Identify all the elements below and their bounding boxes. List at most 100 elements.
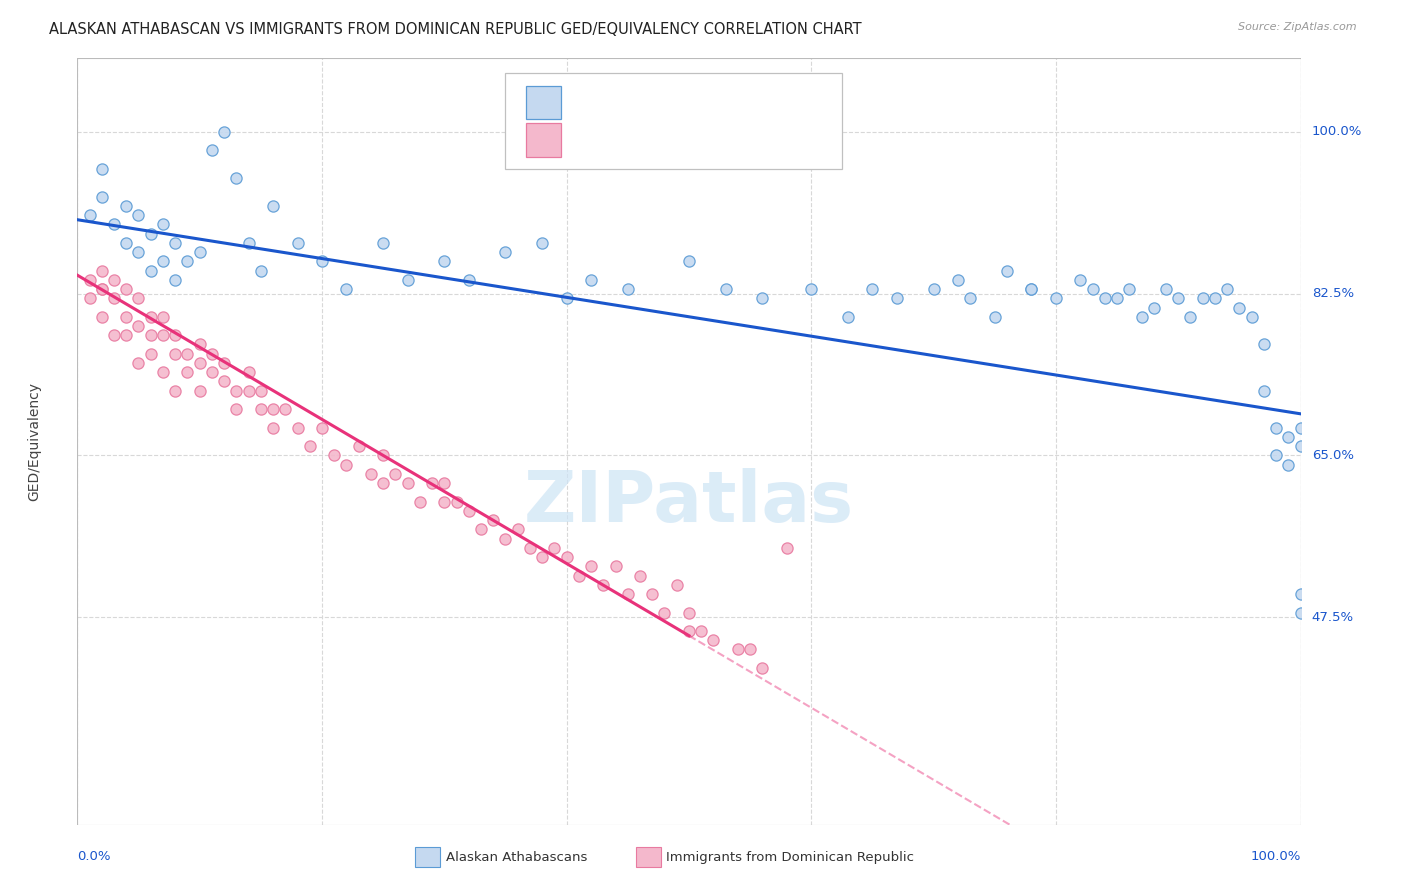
Point xyxy=(1240,310,1263,324)
Point xyxy=(165,235,187,250)
Point xyxy=(115,199,138,213)
Point xyxy=(212,375,235,389)
Text: Alaskan Athabascans: Alaskan Athabascans xyxy=(446,851,588,863)
Point xyxy=(605,559,627,574)
Point xyxy=(862,282,884,296)
Point xyxy=(103,328,125,343)
Point xyxy=(238,365,260,379)
Point xyxy=(250,402,273,417)
FancyBboxPatch shape xyxy=(526,86,561,120)
Point xyxy=(678,254,700,268)
Point xyxy=(396,476,419,491)
Point xyxy=(592,578,614,592)
Point xyxy=(495,245,517,260)
Point xyxy=(152,328,174,343)
Point xyxy=(79,273,101,287)
Text: 65.0%: 65.0% xyxy=(1312,449,1354,462)
Point xyxy=(922,282,945,296)
Point xyxy=(1069,273,1091,287)
Point xyxy=(103,273,125,287)
Point xyxy=(335,458,357,472)
Point xyxy=(1191,291,1213,305)
Point xyxy=(1180,310,1202,324)
Point xyxy=(495,532,517,546)
Point xyxy=(1289,439,1312,453)
Point xyxy=(90,282,112,296)
Point xyxy=(165,328,187,343)
Point xyxy=(212,125,235,139)
Point xyxy=(152,310,174,324)
Point xyxy=(79,208,101,222)
Point xyxy=(139,328,162,343)
Text: Source: ZipAtlas.com: Source: ZipAtlas.com xyxy=(1239,22,1357,32)
Point xyxy=(959,291,981,305)
Text: R = -0.523   N = 74: R = -0.523 N = 74 xyxy=(575,95,731,110)
Point xyxy=(579,559,602,574)
Point xyxy=(617,587,640,601)
Point xyxy=(90,263,112,277)
Point xyxy=(188,356,211,370)
Point xyxy=(1253,337,1275,351)
Point xyxy=(617,282,640,296)
Text: 100.0%: 100.0% xyxy=(1312,126,1362,138)
Point xyxy=(751,291,773,305)
Point xyxy=(543,541,565,555)
Text: R = -0.646   N = 84: R = -0.646 N = 84 xyxy=(575,133,731,147)
Point xyxy=(1265,420,1288,434)
Point xyxy=(654,606,676,620)
Point xyxy=(1216,282,1239,296)
Point xyxy=(165,384,187,398)
Point xyxy=(165,273,187,287)
Point xyxy=(262,420,284,434)
Point xyxy=(115,282,138,296)
Point xyxy=(176,347,198,361)
Point xyxy=(225,171,247,186)
Text: 82.5%: 82.5% xyxy=(1312,287,1354,301)
Point xyxy=(995,263,1018,277)
Point xyxy=(323,449,346,463)
Point xyxy=(139,263,162,277)
Point xyxy=(115,310,138,324)
Point xyxy=(188,337,211,351)
Point xyxy=(1045,291,1067,305)
Point xyxy=(886,291,908,305)
Text: 47.5%: 47.5% xyxy=(1312,611,1354,624)
Point xyxy=(457,273,479,287)
Point xyxy=(298,439,321,453)
Point xyxy=(139,227,162,241)
Point xyxy=(1107,291,1129,305)
Point xyxy=(384,467,406,481)
Point xyxy=(751,661,773,675)
Point xyxy=(409,494,432,508)
Text: 0.0%: 0.0% xyxy=(77,850,111,863)
Point xyxy=(727,642,749,657)
Point xyxy=(1130,310,1153,324)
Point xyxy=(127,318,149,333)
Point xyxy=(201,144,224,158)
Point xyxy=(690,624,713,638)
Point xyxy=(360,467,382,481)
Point xyxy=(1143,301,1166,315)
Point xyxy=(678,624,700,638)
Point xyxy=(79,291,101,305)
Point xyxy=(555,550,578,565)
Point xyxy=(1167,291,1189,305)
Point xyxy=(115,235,138,250)
Point xyxy=(311,254,333,268)
Point xyxy=(1154,282,1177,296)
Point xyxy=(714,282,737,296)
Point xyxy=(335,282,357,296)
FancyBboxPatch shape xyxy=(526,123,561,157)
Point xyxy=(457,504,479,518)
Point xyxy=(740,642,762,657)
Point xyxy=(946,273,969,287)
Text: Immigrants from Dominican Republic: Immigrants from Dominican Republic xyxy=(666,851,914,863)
Point xyxy=(531,550,554,565)
Point xyxy=(371,476,394,491)
Point xyxy=(702,633,724,648)
Point xyxy=(225,384,247,398)
Point xyxy=(152,218,174,232)
Point xyxy=(90,282,112,296)
Point xyxy=(90,189,112,203)
Point xyxy=(1277,430,1299,444)
